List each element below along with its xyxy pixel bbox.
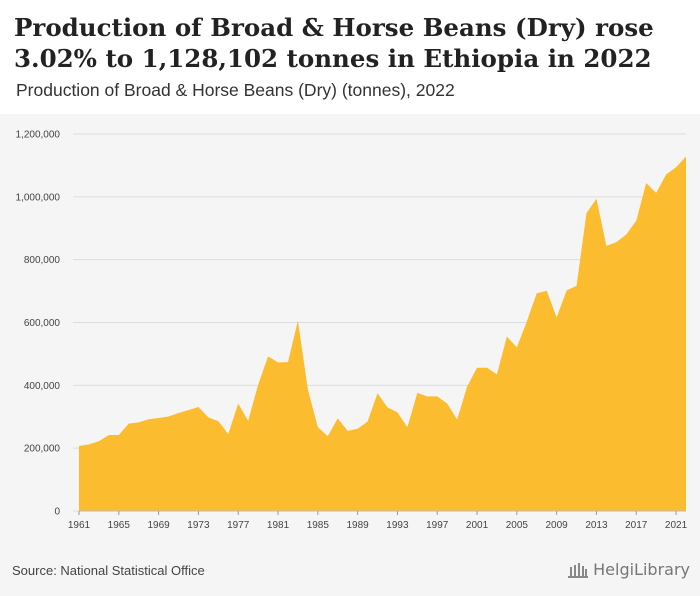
x-tick-label: 1993 xyxy=(386,520,409,531)
x-tick-label: 2017 xyxy=(625,520,648,531)
chart-subtitle: Production of Broad & Horse Beans (Dry) … xyxy=(16,80,455,100)
logo-text: HelgiLibrary xyxy=(593,560,690,579)
y-tick-label: 0 xyxy=(54,507,60,518)
x-tick-label: 1977 xyxy=(227,520,250,531)
y-axis-ticks: 0 200,000 400,000 600,000 800,000 1,000,000 1,… xyxy=(16,130,61,518)
y-tick-label: 600,000 xyxy=(24,318,61,329)
x-tick-label: 2013 xyxy=(585,520,608,531)
x-tick-label: 2021 xyxy=(665,520,688,531)
x-tick-label: 1973 xyxy=(187,520,210,531)
x-tick-label: 1997 xyxy=(426,520,449,531)
y-tick-label: 1,000,000 xyxy=(16,192,61,203)
area-series xyxy=(79,156,686,511)
x-tick-label: 1965 xyxy=(108,520,131,531)
x-tick-label: 1985 xyxy=(307,520,330,531)
x-tick-label: 1981 xyxy=(267,520,290,531)
x-tick-label: 2001 xyxy=(466,520,489,531)
x-tick-label: 1961 xyxy=(68,520,91,531)
x-tick-label: 2009 xyxy=(546,520,569,531)
area-chart: 0 200,000 400,000 600,000 800,000 1,000,000 1,… xyxy=(16,130,688,532)
y-tick-label: 400,000 xyxy=(24,381,61,392)
y-tick-label: 800,000 xyxy=(24,255,61,266)
production-area xyxy=(79,156,686,511)
x-tick-label: 2005 xyxy=(506,520,529,531)
library-building-icon xyxy=(568,562,589,578)
page-title: Production of Broad & Horse Beans (Dry) … xyxy=(14,13,654,73)
x-axis-ticks: 1961 1965 1969 1973 1977 1981 1985 1989 1993 1997… xyxy=(68,510,688,531)
y-tick-label: 1,200,000 xyxy=(16,130,61,141)
helgi-library-logo[interactable]: HelgiLibrary xyxy=(567,560,690,579)
y-tick-label: 200,000 xyxy=(24,444,61,455)
source-note: Source: National Statistical Office xyxy=(12,563,205,578)
x-tick-label: 1969 xyxy=(147,520,170,531)
x-tick-label: 1989 xyxy=(346,520,369,531)
header: Production of Broad & Horse Beans (Dry) … xyxy=(0,0,700,114)
